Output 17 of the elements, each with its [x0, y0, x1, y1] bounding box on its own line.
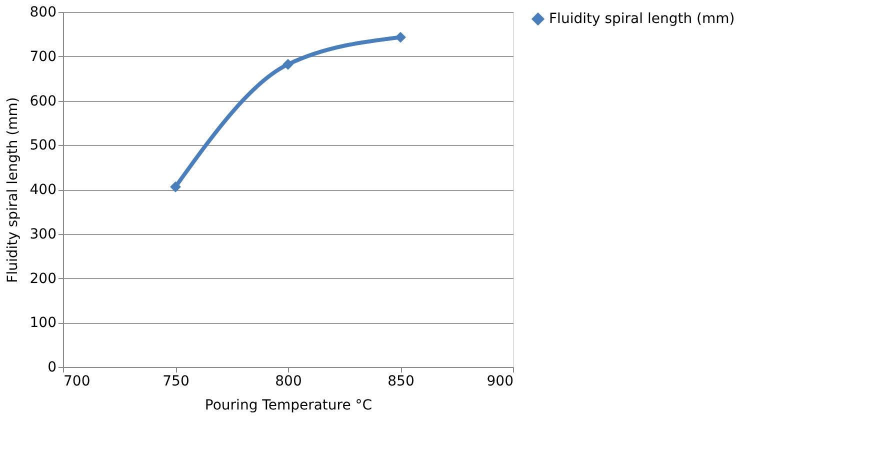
x-tick-label: 900	[486, 374, 514, 390]
y-tick-label: 500	[30, 138, 56, 154]
y-tick-label: 800	[30, 4, 56, 20]
y-tick-label: 200	[30, 270, 56, 287]
x-tick-label: 700	[64, 374, 90, 390]
y-tick-label: 300	[30, 226, 56, 242]
y-axis-title: Fluidity spiral length (mm)	[4, 97, 21, 283]
legend-label: Fluidity spiral length (mm)	[549, 11, 735, 27]
x-axis-title: Pouring Temperature °C	[204, 398, 372, 414]
y-tick-label: 100	[30, 315, 56, 332]
y-tick-label: 400	[30, 182, 56, 198]
x-tick-label: 750	[162, 374, 190, 390]
x-tick-label: 850	[388, 374, 414, 390]
y-tick-label: 0	[48, 360, 56, 376]
x-tick-label: 800	[275, 374, 302, 390]
y-tick-label: 700	[30, 48, 56, 65]
y-tick-label: 600	[30, 93, 56, 110]
